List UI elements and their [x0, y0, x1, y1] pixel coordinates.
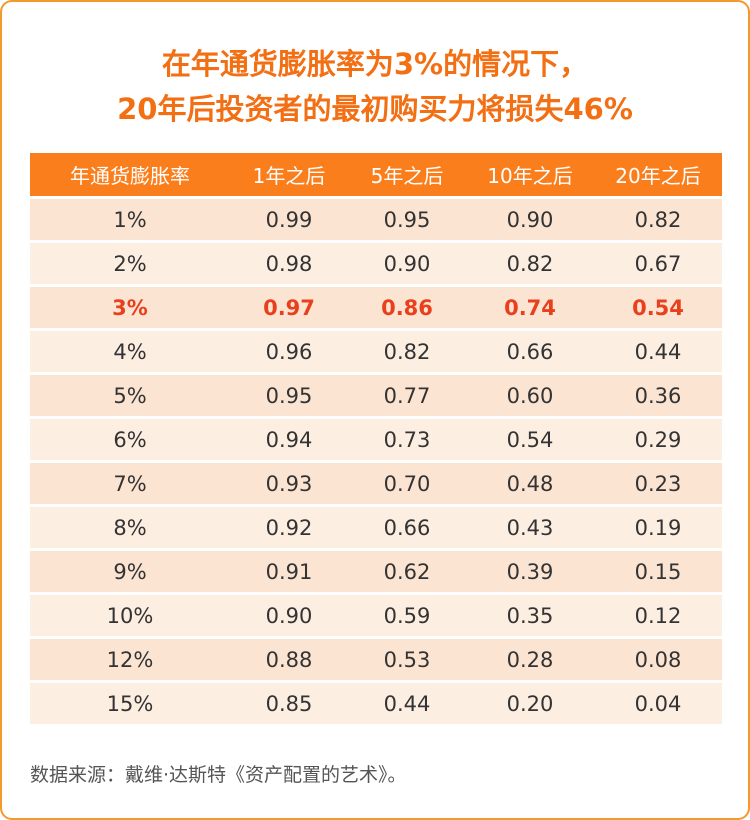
purchasing-power-cell: 0.66 — [466, 331, 594, 372]
purchasing-power-cell: 0.85 — [230, 683, 348, 724]
purchasing-power-cell: 0.94 — [230, 419, 348, 460]
purchasing-power-cell: 0.73 — [348, 419, 466, 460]
purchasing-power-cell: 0.86 — [348, 287, 466, 328]
inflation-rate-cell: 10% — [30, 595, 230, 636]
table-row: 7% 0.93 0.70 0.48 0.23 — [30, 463, 722, 504]
purchasing-power-cell: 0.43 — [466, 507, 594, 548]
purchasing-power-cell: 0.04 — [594, 683, 722, 724]
inflation-rate-cell: 1% — [30, 199, 230, 240]
table-row: 6% 0.94 0.73 0.54 0.29 — [30, 419, 722, 460]
inflation-rate-cell: 3% — [30, 287, 230, 328]
inflation-rate-cell: 8% — [30, 507, 230, 548]
purchasing-power-cell: 0.90 — [466, 199, 594, 240]
title-line-1: 在年通货膨胀率为3%的情况下， — [161, 47, 589, 81]
table-row-highlighted: 3% 0.97 0.86 0.74 0.54 — [30, 287, 722, 328]
column-header-20-years: 20年之后 — [594, 153, 722, 196]
purchasing-power-cell: 0.93 — [230, 463, 348, 504]
purchasing-power-cell: 0.20 — [466, 683, 594, 724]
table-row: 2% 0.98 0.90 0.82 0.67 — [30, 243, 722, 284]
purchasing-power-cell: 0.62 — [348, 551, 466, 592]
purchasing-power-cell: 0.97 — [230, 287, 348, 328]
purchasing-power-cell: 0.54 — [594, 287, 722, 328]
purchasing-power-cell: 0.82 — [594, 199, 722, 240]
column-header-5-years: 5年之后 — [348, 153, 466, 196]
purchasing-power-cell: 0.91 — [230, 551, 348, 592]
column-header-1-year: 1年之后 — [230, 153, 348, 196]
purchasing-power-cell: 0.90 — [230, 595, 348, 636]
purchasing-power-cell: 0.08 — [594, 639, 722, 680]
purchasing-power-cell: 0.70 — [348, 463, 466, 504]
purchasing-power-cell: 0.60 — [466, 375, 594, 416]
purchasing-power-cell: 0.29 — [594, 419, 722, 460]
table-row: 1% 0.99 0.95 0.90 0.82 — [30, 199, 722, 240]
purchasing-power-cell: 0.12 — [594, 595, 722, 636]
inflation-rate-cell: 6% — [30, 419, 230, 460]
purchasing-power-cell: 0.39 — [466, 551, 594, 592]
table-body: 1% 0.99 0.95 0.90 0.82 2% 0.98 0.90 0.82 0.67 3% 0.… — [30, 199, 722, 724]
purchasing-power-table: 年通货膨胀率 1年之后 5年之后 10年之后 20年之后 1% 0.99 0.95 0… — [30, 150, 722, 727]
title-line-2: 20年后投资者的最初购买力将损失46% — [117, 92, 633, 126]
purchasing-power-cell: 0.15 — [594, 551, 722, 592]
data-source-note: 数据来源：戴维·达斯特《资产配置的艺术》。 — [30, 764, 407, 786]
purchasing-power-cell: 0.19 — [594, 507, 722, 548]
purchasing-power-cell: 0.95 — [230, 375, 348, 416]
column-header-inflation-rate: 年通货膨胀率 — [30, 153, 230, 196]
purchasing-power-cell: 0.48 — [466, 463, 594, 504]
inflation-rate-cell: 9% — [30, 551, 230, 592]
purchasing-power-cell: 0.98 — [230, 243, 348, 284]
inflation-rate-cell: 4% — [30, 331, 230, 372]
inflation-rate-cell: 15% — [30, 683, 230, 724]
inflation-rate-cell: 12% — [30, 639, 230, 680]
table-row: 10% 0.90 0.59 0.35 0.12 — [30, 595, 722, 636]
purchasing-power-cell: 0.44 — [348, 683, 466, 724]
purchasing-power-cell: 0.36 — [594, 375, 722, 416]
purchasing-power-cell: 0.95 — [348, 199, 466, 240]
inflation-rate-cell: 5% — [30, 375, 230, 416]
purchasing-power-cell: 0.35 — [466, 595, 594, 636]
purchasing-power-cell: 0.54 — [466, 419, 594, 460]
purchasing-power-cell: 0.74 — [466, 287, 594, 328]
table-row: 9% 0.91 0.62 0.39 0.15 — [30, 551, 722, 592]
purchasing-power-cell: 0.28 — [466, 639, 594, 680]
purchasing-power-cell: 0.82 — [466, 243, 594, 284]
purchasing-power-cell: 0.99 — [230, 199, 348, 240]
purchasing-power-cell: 0.23 — [594, 463, 722, 504]
inflation-rate-cell: 7% — [30, 463, 230, 504]
inflation-rate-cell: 2% — [30, 243, 230, 284]
page-title: 在年通货膨胀率为3%的情况下， 20年后投资者的最初购买力将损失46% — [2, 42, 748, 132]
purchasing-power-cell: 0.66 — [348, 507, 466, 548]
table-header-row: 年通货膨胀率 1年之后 5年之后 10年之后 20年之后 — [30, 153, 722, 196]
table-row: 4% 0.96 0.82 0.66 0.44 — [30, 331, 722, 372]
purchasing-power-cell: 0.77 — [348, 375, 466, 416]
table-row: 8% 0.92 0.66 0.43 0.19 — [30, 507, 722, 548]
purchasing-power-cell: 0.88 — [230, 639, 348, 680]
purchasing-power-cell: 0.53 — [348, 639, 466, 680]
table-row: 12% 0.88 0.53 0.28 0.08 — [30, 639, 722, 680]
purchasing-power-cell: 0.59 — [348, 595, 466, 636]
table-row: 15% 0.85 0.44 0.20 0.04 — [30, 683, 722, 724]
table-row: 5% 0.95 0.77 0.60 0.36 — [30, 375, 722, 416]
purchasing-power-cell: 0.44 — [594, 331, 722, 372]
column-header-10-years: 10年之后 — [466, 153, 594, 196]
purchasing-power-cell: 0.92 — [230, 507, 348, 548]
purchasing-power-cell: 0.96 — [230, 331, 348, 372]
purchasing-power-cell: 0.67 — [594, 243, 722, 284]
purchasing-power-cell: 0.90 — [348, 243, 466, 284]
purchasing-power-cell: 0.82 — [348, 331, 466, 372]
